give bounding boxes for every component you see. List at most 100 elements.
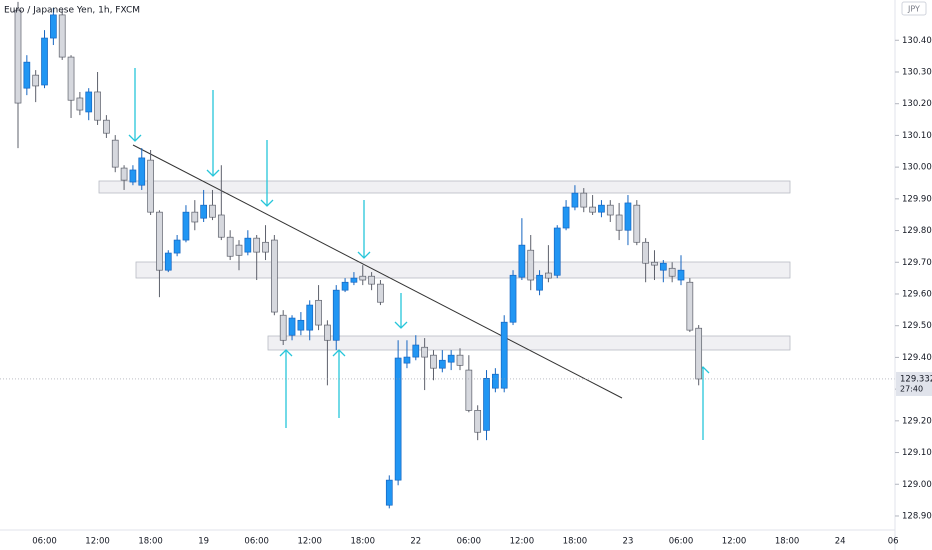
candle-body (545, 272, 552, 279)
candle-body (306, 304, 314, 331)
candle-body (571, 192, 579, 208)
candle-body (642, 241, 649, 264)
currency: JPY (907, 5, 920, 14)
candle-body (518, 244, 526, 278)
y-tick-label: 130.400 (902, 36, 932, 46)
candle-body (85, 91, 93, 113)
x-tick-label: 06:00 (457, 537, 482, 547)
candle-body (483, 377, 490, 431)
candle-body (350, 277, 358, 283)
candle-body (668, 267, 676, 277)
candle-body (50, 14, 57, 39)
candle-body (385, 479, 393, 506)
candle-body (138, 157, 146, 186)
y-tick-label: 129.000 (902, 480, 932, 490)
candle-body (288, 317, 296, 336)
candle-body (271, 239, 278, 313)
candle-body (58, 14, 66, 58)
candle-body (147, 159, 154, 213)
candle-body (527, 249, 535, 281)
candle-body (217, 214, 225, 238)
candle-body (651, 261, 658, 266)
candle-body (156, 211, 163, 271)
candle-body (553, 227, 561, 276)
x-tick-label: 06:00 (32, 537, 57, 547)
candle-body (111, 139, 119, 168)
candle-body (244, 237, 252, 253)
down-arrow (260, 140, 274, 207)
candle-body (324, 324, 331, 341)
x-tick-label: 12:00 (722, 537, 747, 547)
x-tick-label: 19 (198, 537, 209, 547)
candle-body (76, 97, 84, 111)
demand-zone (267, 335, 791, 351)
x-tick-label: 12:00 (85, 537, 110, 547)
y-tick-label: 130.000 (902, 163, 932, 173)
x-tick-label: 06:00 (244, 537, 269, 547)
candle-body (606, 204, 614, 216)
candle-body (262, 241, 269, 253)
candle-body (120, 167, 128, 181)
candle-body (536, 274, 543, 291)
support-zone (135, 261, 791, 279)
candle-body (580, 192, 588, 208)
candle-body (412, 344, 420, 358)
y-tick-label: 129.800 (902, 226, 932, 236)
countdown: 27:40 (900, 384, 923, 393)
candle-body (279, 314, 287, 341)
candle-body (447, 354, 455, 363)
trend-line (132, 144, 623, 399)
y-tick-label: 128.900 (902, 511, 932, 521)
y-tick-label: 129.400 (902, 353, 932, 363)
candle-body (598, 204, 605, 213)
candle-body (297, 319, 305, 331)
x-tick-label: 18:00 (563, 537, 588, 547)
candles (0, 1, 895, 509)
resistance-zone (98, 180, 791, 194)
candle-body (562, 206, 570, 229)
candle-body (41, 37, 48, 86)
y-tick-label: 129.200 (902, 416, 932, 426)
candle-body (677, 269, 685, 281)
candle-body (14, 9, 22, 104)
candle-body (23, 61, 31, 89)
candle-body (94, 91, 101, 121)
x-tick-label: 18:00 (351, 537, 376, 547)
candle-body (492, 373, 499, 389)
candle-body (686, 281, 694, 331)
x-tick-label: 06 (888, 537, 899, 547)
y-tick-label: 129.900 (902, 194, 932, 204)
y-tick-label: 129.600 (902, 289, 932, 299)
candle-body (633, 204, 641, 243)
candle-body (456, 354, 464, 366)
candle-body (589, 206, 596, 213)
candle-body (226, 236, 234, 257)
candle-body (129, 169, 137, 183)
y-tick-label: 129.500 (902, 321, 932, 331)
x-tick-label: 18:00 (138, 537, 163, 547)
candle-body (341, 281, 349, 291)
last-price-box (896, 371, 932, 396)
candle-body (465, 369, 473, 411)
candle-body (695, 327, 703, 380)
candle-body (315, 299, 322, 326)
candle-body (377, 283, 384, 303)
candle-body (182, 211, 190, 241)
price-axis-panel (895, 0, 932, 550)
candle-body (235, 244, 243, 256)
candle-body (67, 56, 75, 101)
candle-body (421, 346, 428, 358)
candle-body (164, 252, 172, 271)
down-arrow (394, 293, 408, 329)
candle-body (500, 321, 508, 389)
candle-body (438, 359, 446, 369)
x-tick-label: 23 (623, 537, 634, 547)
candle-body (403, 356, 411, 364)
candle-body (103, 119, 110, 134)
candle-body (394, 357, 402, 481)
down-arrow (128, 68, 142, 142)
down-arrow (206, 90, 220, 177)
x-tick-label: 12:00 (297, 537, 322, 547)
candle-body (209, 204, 216, 218)
y-tick-label: 130.200 (902, 99, 932, 109)
